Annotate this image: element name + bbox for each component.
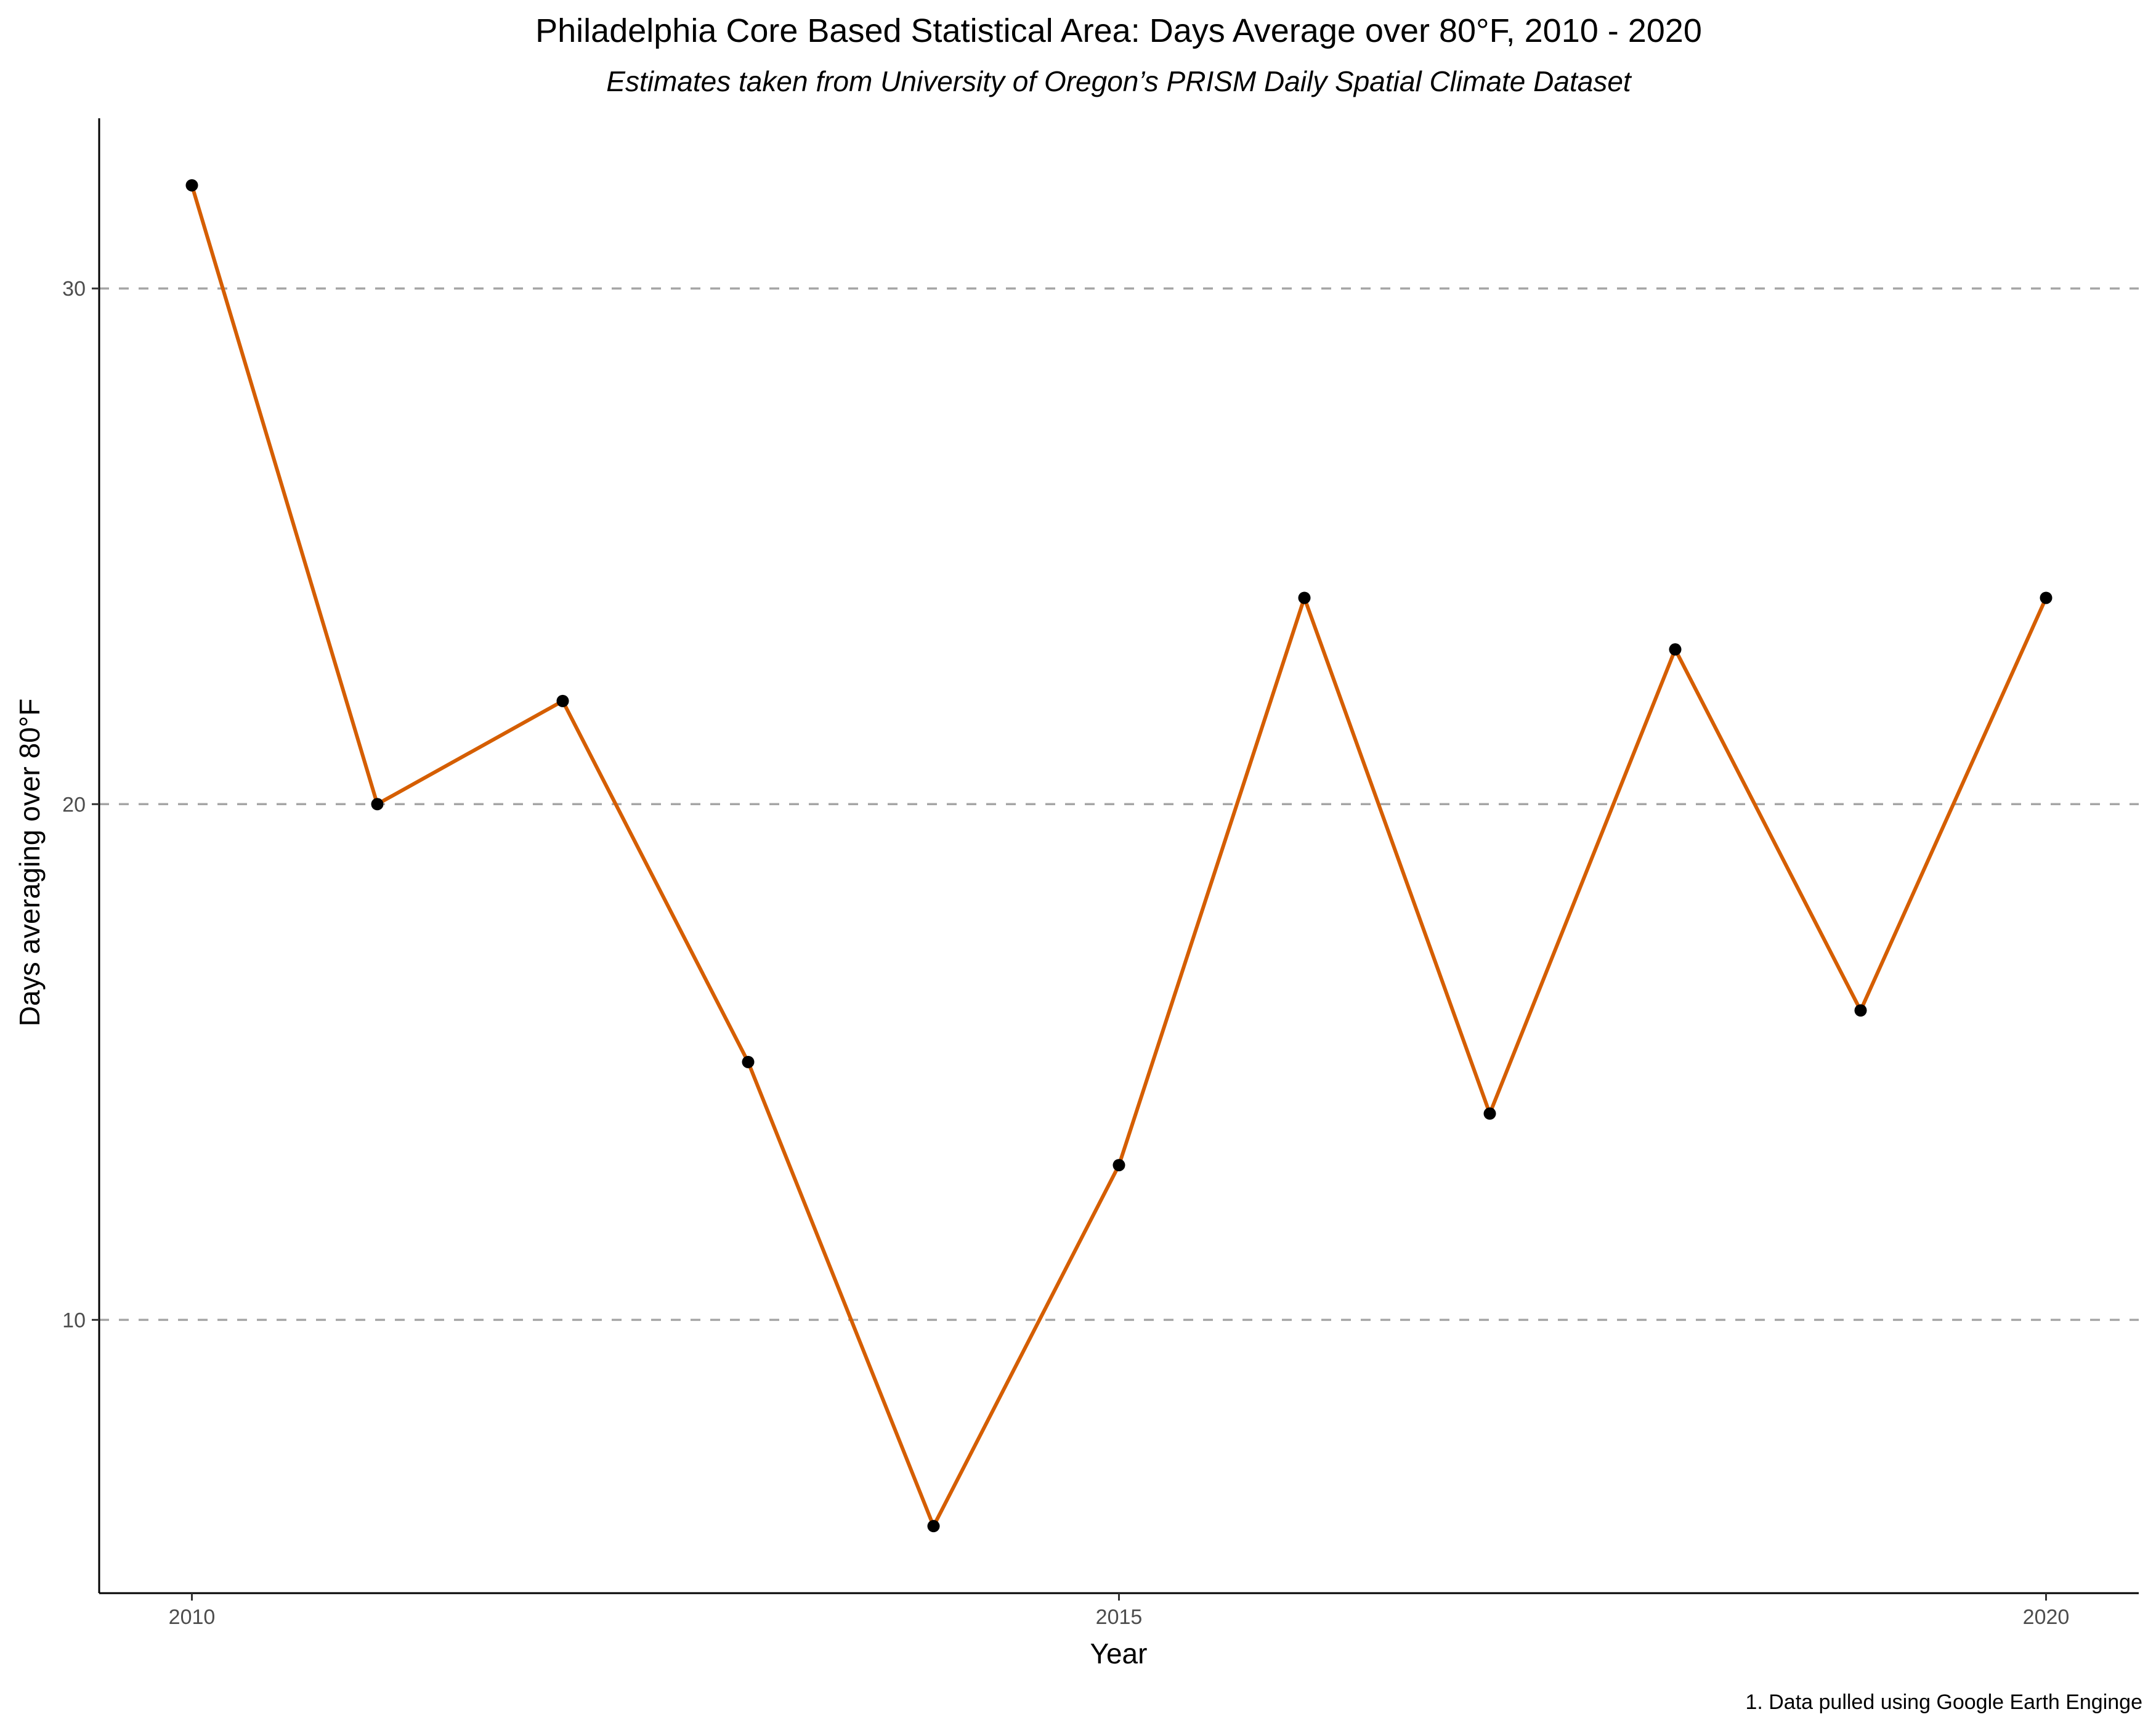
data-point [1298, 591, 1311, 604]
data-point [1669, 643, 1682, 656]
y-tick-label: 30 [62, 277, 86, 301]
y-tick-label: 20 [62, 793, 86, 816]
data-point [2040, 591, 2053, 604]
y-tick-label: 10 [62, 1309, 86, 1332]
series-line [190, 183, 2048, 1528]
data-point [1112, 1159, 1125, 1172]
data-point [371, 798, 384, 811]
gridlines [99, 287, 2139, 1321]
x-tick-label: 2020 [2023, 1605, 2070, 1629]
x-tick-label: 2010 [169, 1605, 216, 1629]
data-point [1854, 1004, 1867, 1017]
chart-subtitle: Estimates taken from University of Orego… [606, 65, 1632, 97]
data-point [742, 1055, 755, 1068]
data-point [1483, 1107, 1496, 1120]
x-tick-label: 2015 [1096, 1605, 1143, 1629]
y-axis-title: Days averaging over 80°F [14, 699, 46, 1026]
data-point [185, 179, 198, 192]
x-axis-title: Year [1090, 1638, 1148, 1670]
chart-title: Philadelphia Core Based Statistical Area… [535, 12, 1702, 49]
x-ticks: 2010 2015 2020 [169, 1593, 2070, 1629]
data-point [927, 1520, 940, 1533]
data-point [556, 694, 569, 707]
points-layer [185, 179, 2053, 1533]
series-layer [190, 183, 2048, 1528]
chart-caption: 1. Data pulled using Google Earth Enging… [1745, 1690, 2142, 1714]
y-ticks: 10 20 30 [62, 277, 99, 1332]
